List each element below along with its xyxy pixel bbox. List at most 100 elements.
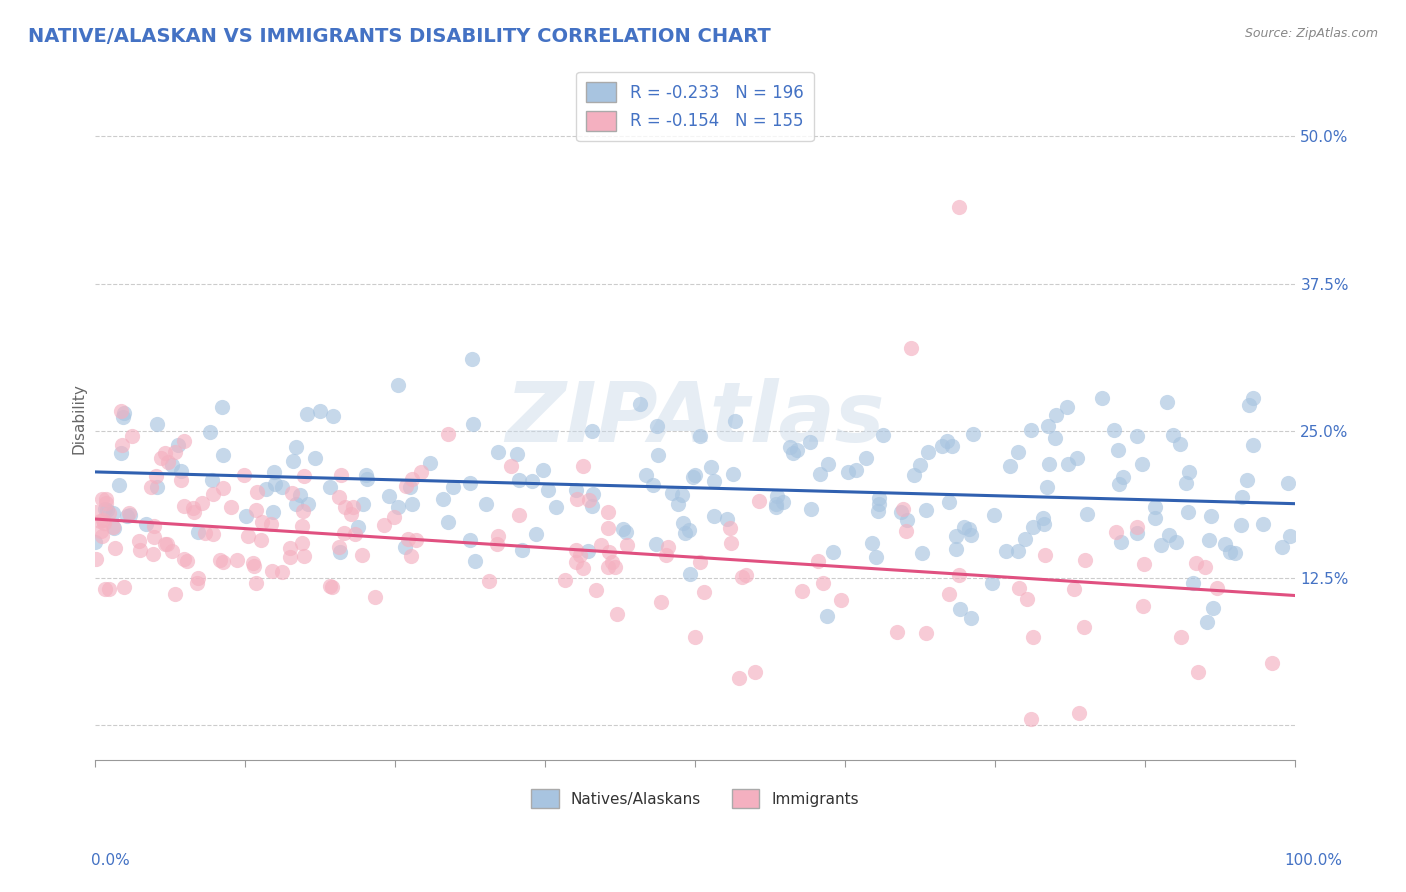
Point <box>202 487 225 501</box>
Point <box>101 506 124 520</box>
Point <box>297 407 319 421</box>
Point <box>1232 491 1254 505</box>
Point <box>170 473 193 487</box>
Point <box>603 560 626 574</box>
Point <box>354 467 377 482</box>
Point <box>108 478 131 492</box>
Point <box>1277 475 1299 490</box>
Point <box>865 549 887 564</box>
Point <box>1102 423 1125 437</box>
Point <box>97 507 120 521</box>
Point <box>1170 630 1192 644</box>
Point <box>522 474 544 488</box>
Point <box>128 533 150 548</box>
Point <box>957 522 980 536</box>
Point <box>112 406 135 420</box>
Point <box>190 496 212 510</box>
Point <box>419 456 441 470</box>
Point <box>139 480 162 494</box>
Point <box>1033 516 1056 531</box>
Point <box>808 467 831 482</box>
Point <box>823 545 845 559</box>
Point <box>292 549 315 563</box>
Point <box>110 404 132 418</box>
Point <box>121 429 143 443</box>
Point <box>678 523 700 537</box>
Point <box>1213 536 1236 550</box>
Point <box>510 542 533 557</box>
Point <box>93 516 115 531</box>
Point <box>309 403 332 417</box>
Point <box>83 506 105 520</box>
Point <box>960 611 983 625</box>
Point <box>1007 445 1029 459</box>
Point <box>682 469 704 483</box>
Point <box>264 476 287 491</box>
Point <box>1185 556 1208 570</box>
Point <box>628 397 651 411</box>
Point <box>855 451 877 466</box>
Point <box>673 526 696 541</box>
Point <box>508 473 530 487</box>
Point <box>900 341 922 355</box>
Point <box>1031 510 1053 524</box>
Point <box>441 480 464 494</box>
Y-axis label: Disability: Disability <box>72 384 86 454</box>
Legend: Natives/Alaskans, Immigrants: Natives/Alaskans, Immigrants <box>524 783 865 814</box>
Point <box>292 504 315 518</box>
Point <box>156 537 179 551</box>
Point <box>186 576 208 591</box>
Point <box>983 508 1005 523</box>
Point <box>1007 544 1029 558</box>
Point <box>103 520 125 534</box>
Point <box>915 503 938 517</box>
Point <box>868 497 890 511</box>
Point <box>1126 526 1149 541</box>
Point <box>167 438 190 452</box>
Point <box>236 529 259 543</box>
Point <box>571 458 593 473</box>
Point <box>142 547 165 561</box>
Point <box>187 571 209 585</box>
Point <box>322 409 344 423</box>
Point <box>544 500 567 515</box>
Point <box>160 544 183 558</box>
Point <box>765 500 787 515</box>
Point <box>1108 476 1130 491</box>
Point <box>1236 473 1258 487</box>
Point <box>531 463 554 477</box>
Text: Source: ZipAtlas.com: Source: ZipAtlas.com <box>1244 27 1378 40</box>
Point <box>860 536 883 550</box>
Point <box>1144 500 1167 514</box>
Point <box>1063 582 1085 596</box>
Point <box>112 409 135 424</box>
Point <box>606 607 628 621</box>
Point <box>678 566 700 581</box>
Point <box>806 554 828 568</box>
Point <box>352 497 374 511</box>
Point <box>212 481 235 495</box>
Point <box>578 493 600 508</box>
Point <box>896 513 918 527</box>
Point <box>948 568 970 582</box>
Point <box>508 508 530 523</box>
Point <box>118 506 141 520</box>
Point <box>501 459 523 474</box>
Point <box>952 520 974 534</box>
Point <box>187 524 209 539</box>
Point <box>170 464 193 478</box>
Point <box>271 481 294 495</box>
Point <box>1159 528 1181 542</box>
Point <box>1187 665 1209 680</box>
Point <box>576 544 599 558</box>
Point <box>396 532 419 546</box>
Point <box>720 536 742 550</box>
Point <box>703 508 725 523</box>
Point <box>1076 507 1098 521</box>
Point <box>735 568 758 582</box>
Point <box>1156 394 1178 409</box>
Point <box>685 468 707 483</box>
Point <box>163 444 186 458</box>
Point <box>938 495 960 509</box>
Point <box>474 497 496 511</box>
